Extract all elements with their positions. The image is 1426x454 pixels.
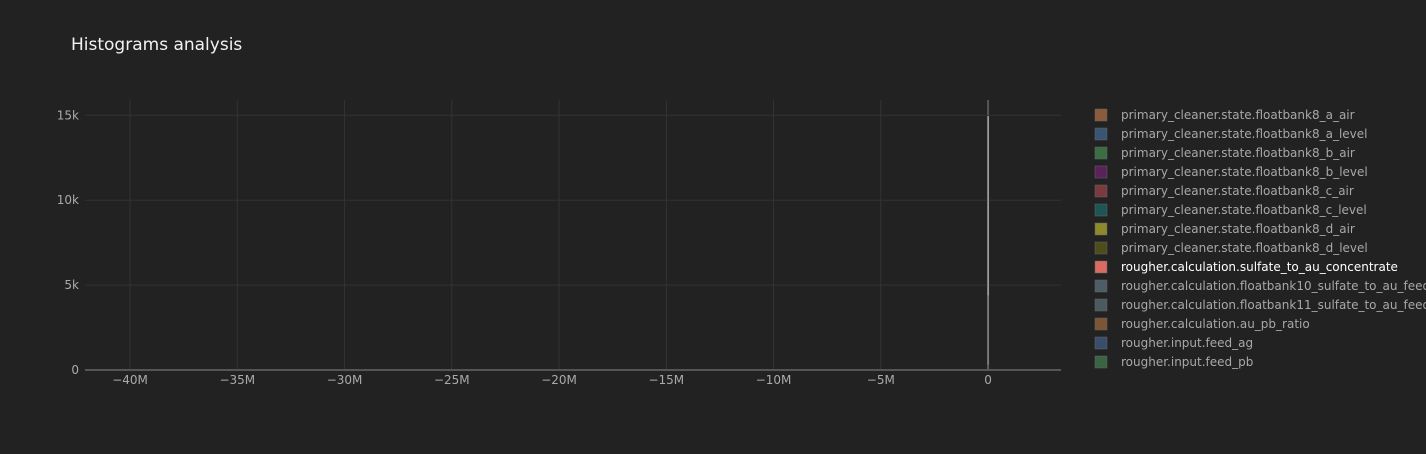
y-tick-label: 10k	[57, 193, 79, 207]
legend-swatch	[1094, 260, 1108, 274]
x-tick-label: −20M	[541, 373, 577, 387]
legend-label: rougher.input.feed_ag	[1121, 336, 1253, 350]
legend-swatch	[1094, 355, 1108, 369]
legend-swatch	[1094, 146, 1108, 160]
legend-label: rougher.calculation.floatbank10_sulfate_…	[1121, 279, 1426, 293]
grid-layer	[85, 100, 1061, 371]
legend-label: primary_cleaner.state.floatbank8_c_level	[1121, 203, 1367, 217]
legend-swatch	[1094, 127, 1108, 141]
x-tick-label: −5M	[867, 373, 895, 387]
legend-swatch	[1094, 203, 1108, 217]
x-tick-label: −10M	[756, 373, 792, 387]
legend-item[interactable]: rougher.calculation.floatbank11_sulfate_…	[1094, 298, 1426, 312]
legend-label: primary_cleaner.state.floatbank8_a_level	[1121, 127, 1368, 141]
y-tick-label: 15k	[57, 108, 79, 122]
histogram-bar[interactable]	[987, 295, 989, 370]
x-tick-label: −40M	[112, 373, 148, 387]
legend-item[interactable]: rougher.calculation.floatbank10_sulfate_…	[1094, 279, 1426, 293]
legend-label: primary_cleaner.state.floatbank8_d_air	[1121, 222, 1355, 236]
legend-swatch	[1094, 317, 1108, 331]
bars-layer	[987, 116, 989, 370]
legend-swatch	[1094, 222, 1108, 236]
legend-item[interactable]: primary_cleaner.state.floatbank8_a_air	[1094, 108, 1355, 122]
legend-label: rougher.calculation.au_pb_ratio	[1121, 317, 1310, 331]
legend-item[interactable]: primary_cleaner.state.floatbank8_a_level	[1094, 127, 1368, 141]
y-tick-label: 0	[71, 363, 79, 377]
legend-label: primary_cleaner.state.floatbank8_c_air	[1121, 184, 1354, 198]
legend-label: primary_cleaner.state.floatbank8_a_air	[1121, 108, 1355, 122]
chart-title: Histograms analysis	[71, 35, 242, 55]
legend-label: primary_cleaner.state.floatbank8_d_level	[1121, 241, 1368, 255]
legend-swatch	[1094, 241, 1108, 255]
legend-swatch	[1094, 184, 1108, 198]
legend-swatch	[1094, 298, 1108, 312]
x-tick-label: −30M	[327, 373, 363, 387]
legend-item[interactable]: primary_cleaner.state.floatbank8_b_air	[1094, 146, 1355, 160]
legend-item[interactable]: rougher.input.feed_ag	[1094, 336, 1253, 350]
legend-item[interactable]: primary_cleaner.state.floatbank8_c_air	[1094, 184, 1354, 198]
legend-item[interactable]: primary_cleaner.state.floatbank8_d_air	[1094, 222, 1355, 236]
legend-label: rougher.input.feed_pb	[1121, 355, 1253, 369]
legend-label: primary_cleaner.state.floatbank8_b_level	[1121, 165, 1368, 179]
legend-swatch	[1094, 165, 1108, 179]
legend-item[interactable]: primary_cleaner.state.floatbank8_d_level	[1094, 241, 1368, 255]
legend-swatch	[1094, 279, 1108, 293]
legend-item[interactable]: rougher.calculation.au_pb_ratio	[1094, 317, 1310, 331]
x-tick-label: 0	[984, 373, 992, 387]
x-tick-label: −15M	[648, 373, 684, 387]
legend-item[interactable]: rougher.input.feed_pb	[1094, 355, 1253, 369]
y-tick-label: 5k	[64, 278, 79, 292]
axes-layer: −40M −35M −30M −25M −20M −15M −10M −5M 0 0 5k 10k 15…	[57, 108, 992, 387]
histogram-bar[interactable]	[987, 364, 989, 370]
x-tick-label: −35M	[219, 373, 255, 387]
legend-label: rougher.calculation.floatbank11_sulfate_…	[1121, 298, 1426, 312]
legend-swatch	[1094, 108, 1108, 122]
legend-item[interactable]: primary_cleaner.state.floatbank8_c_level	[1094, 203, 1367, 217]
histogram-bar[interactable]	[987, 116, 989, 370]
legend-item[interactable]: primary_cleaner.state.floatbank8_b_level	[1094, 165, 1368, 179]
legend-label: rougher.calculation.sulfate_to_au_concen…	[1121, 260, 1398, 274]
legend-item[interactable]: rougher.calculation.sulfate_to_au_concen…	[1094, 260, 1398, 274]
legend-label: primary_cleaner.state.floatbank8_b_air	[1121, 146, 1355, 160]
legend-swatch	[1094, 336, 1108, 350]
x-tick-label: −25M	[434, 373, 470, 387]
legend[interactable]: primary_cleaner.state.floatbank8_a_airpr…	[1094, 108, 1426, 369]
